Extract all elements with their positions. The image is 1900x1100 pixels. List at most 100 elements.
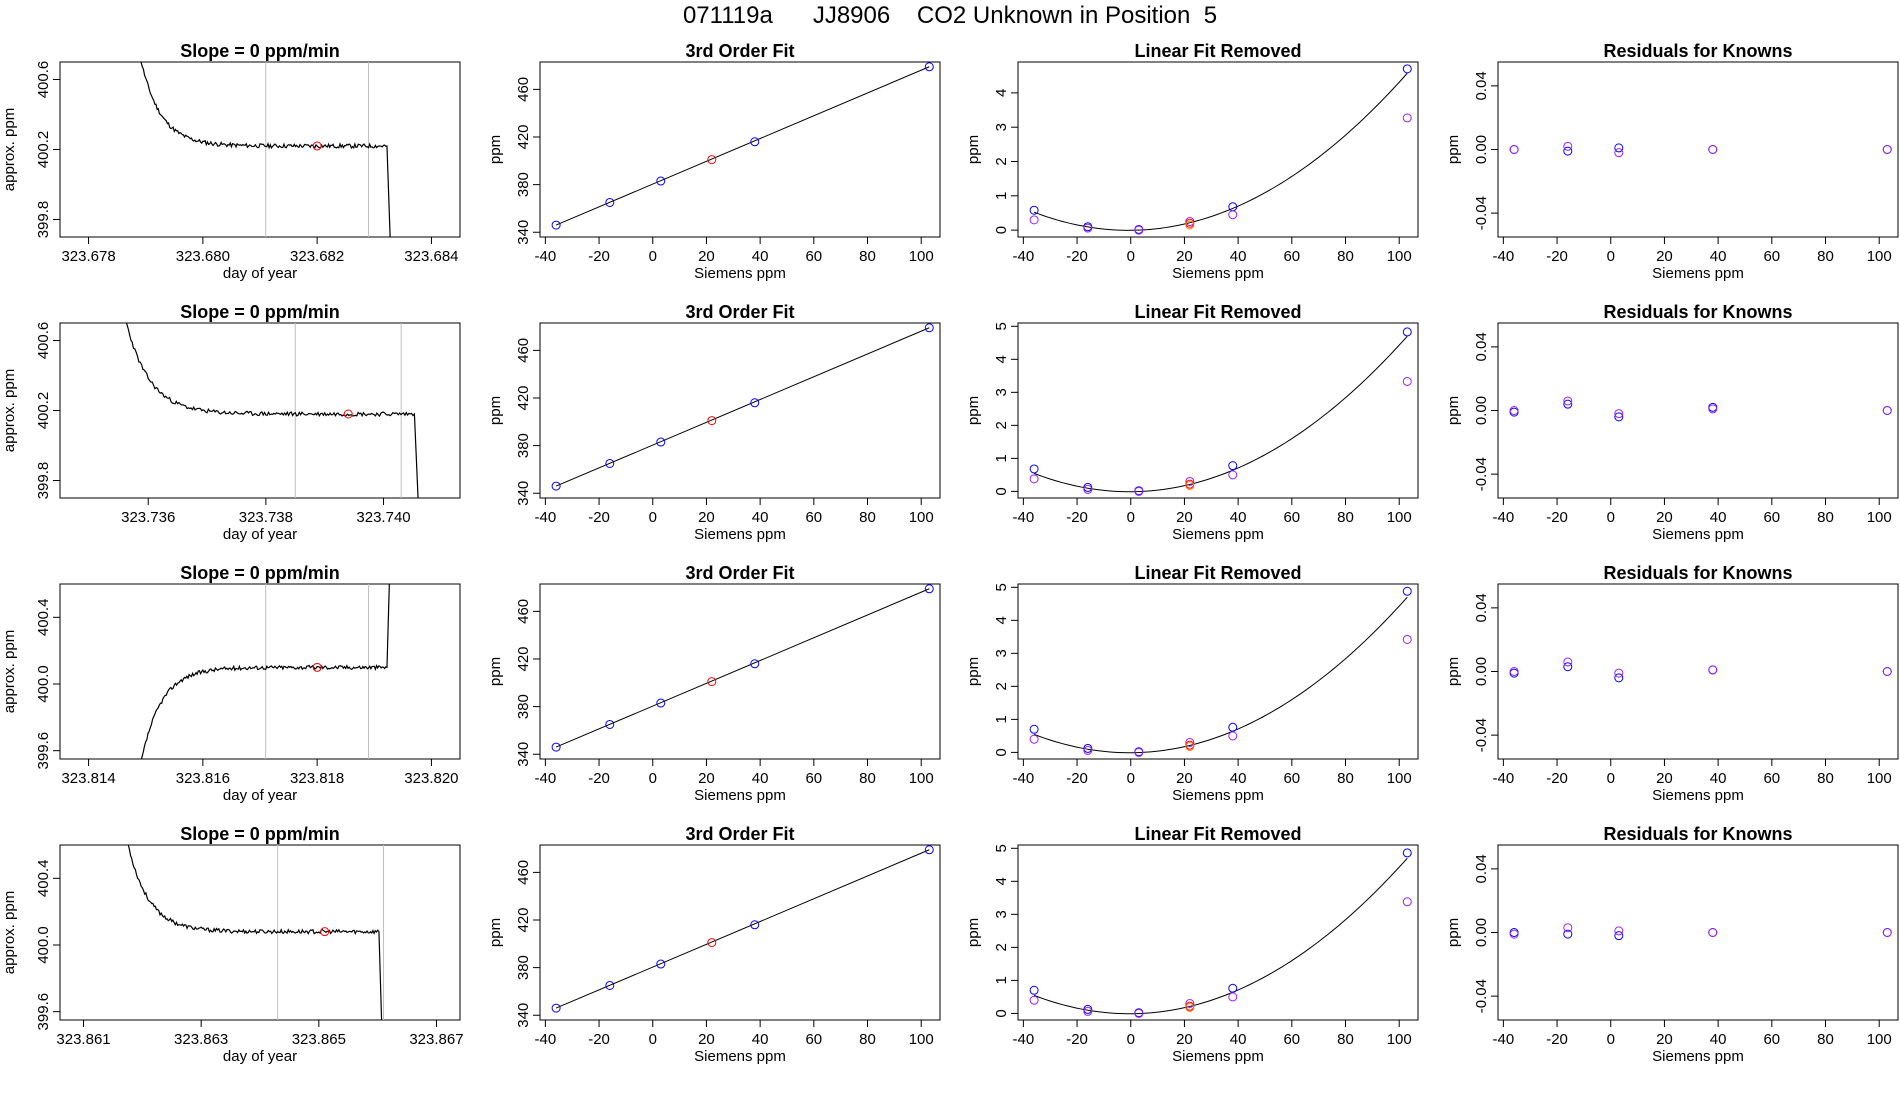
x-tick-label: 60 xyxy=(1283,248,1300,265)
plot-frame xyxy=(1497,583,1899,760)
x-tick-label: 80 xyxy=(859,509,876,526)
data-point xyxy=(1563,399,1573,409)
data-point xyxy=(656,176,666,186)
x-tick-label: 80 xyxy=(1337,248,1354,265)
data-point xyxy=(1228,461,1238,471)
x-tick-label: 100 xyxy=(909,1031,934,1048)
x-tick-label: 0 xyxy=(649,248,657,265)
x-tick-label: -20 xyxy=(588,1031,610,1048)
plot-area xyxy=(551,323,934,491)
x-tick-label: -20 xyxy=(1066,1031,1088,1048)
data-point xyxy=(656,959,666,969)
panel-3-4: Residuals for Knowns -40 -20 0 20 40 60 80 100 Si… xyxy=(1445,563,1899,804)
plot-frame xyxy=(59,583,461,760)
y-axis-label: approx. ppm xyxy=(1,108,18,191)
data-point xyxy=(1708,145,1718,154)
data-point xyxy=(1402,113,1412,123)
x-tick-label: 0 xyxy=(649,770,657,787)
data-point xyxy=(1134,225,1144,235)
y-tick-label: 340 xyxy=(515,481,532,506)
plot-area xyxy=(551,584,934,752)
data-point xyxy=(1882,406,1892,415)
x-axis-label: day of year xyxy=(223,787,297,804)
x-tick-label: 0 xyxy=(649,1031,657,1048)
data-point xyxy=(1402,376,1412,386)
y-tick-label: 400.4 xyxy=(35,860,52,898)
plot-frame xyxy=(1017,583,1419,760)
trace-line xyxy=(125,323,419,498)
x-axis-label: day of year xyxy=(223,265,297,282)
y-tick-label: 460 xyxy=(515,77,532,102)
y-tick-label: 2 xyxy=(993,943,1010,951)
data-point xyxy=(1509,929,1519,939)
plot-area xyxy=(1029,64,1412,235)
fit-line xyxy=(555,849,930,1009)
x-axis-label: Siemens ppm xyxy=(694,265,786,282)
x-tick-label: -20 xyxy=(1546,248,1568,265)
x-tick-label: -40 xyxy=(535,509,557,526)
y-tick-label: 340 xyxy=(515,742,532,767)
data-point xyxy=(1708,665,1718,675)
y-tick-label: 1 xyxy=(993,192,1010,200)
y-tick-label: 3 xyxy=(993,649,1010,657)
data-point xyxy=(750,398,760,408)
data-point xyxy=(707,416,717,426)
y-tick-label: 4 xyxy=(993,355,1010,363)
x-axis-label: Siemens ppm xyxy=(1172,1048,1264,1065)
plot-frame xyxy=(59,844,461,1021)
x-tick-label: -20 xyxy=(1546,1031,1568,1048)
x-tick-label: 40 xyxy=(752,1031,769,1048)
panel-title: Slope = 0 ppm/min xyxy=(180,563,340,583)
data-point xyxy=(1185,480,1195,490)
y-tick-label: 400.6 xyxy=(35,322,52,360)
y-tick-label: 3 xyxy=(993,910,1010,918)
x-tick-label: 100 xyxy=(909,770,934,787)
y-tick-label: 460 xyxy=(515,338,532,363)
x-tick-label: 40 xyxy=(1230,248,1247,265)
y-axis-label: ppm xyxy=(965,657,982,686)
x-tick-label: -40 xyxy=(1493,1031,1515,1048)
x-tick-label: 40 xyxy=(752,509,769,526)
data-point xyxy=(1614,143,1624,153)
data-point xyxy=(1402,327,1412,337)
y-tick-label: 399.6 xyxy=(35,993,52,1031)
data-point xyxy=(1882,145,1892,154)
plot-area xyxy=(1029,848,1412,1018)
x-tick-label: 0 xyxy=(1127,1031,1135,1048)
data-point xyxy=(656,437,666,447)
y-axis-label: ppm xyxy=(965,396,982,425)
data-point xyxy=(1402,897,1412,907)
y-axis-label: ppm xyxy=(965,135,982,164)
x-tick-label: 20 xyxy=(698,248,715,265)
data-point xyxy=(1083,745,1093,755)
x-tick-label: 323.867 xyxy=(409,1031,463,1048)
sample-point xyxy=(320,927,330,937)
x-tick-label: -40 xyxy=(1013,1031,1035,1048)
y-tick-label: 420 xyxy=(515,646,532,671)
panel-4-4: Residuals for Knowns -40 -20 0 20 40 60 80 100 Si… xyxy=(1445,824,1899,1065)
figure-title: 071119a JJ8906 CO2 Unknown in Position 5 xyxy=(682,2,1218,29)
y-tick-label: 0.04 xyxy=(1473,332,1490,361)
x-tick-label: 0 xyxy=(1607,1031,1615,1048)
data-point xyxy=(1509,667,1519,676)
fit-curve xyxy=(1033,335,1408,493)
y-tick-label: 400.2 xyxy=(35,392,52,430)
y-tick-label: 0 xyxy=(993,487,1010,495)
data-point xyxy=(707,155,717,165)
y-tick-label: 1 xyxy=(993,454,1010,462)
y-axis-label: ppm xyxy=(487,396,504,425)
x-tick-label: 60 xyxy=(805,509,822,526)
x-tick-label: 60 xyxy=(1763,1031,1780,1048)
x-tick-label: 80 xyxy=(859,770,876,787)
data-point xyxy=(1083,223,1093,233)
x-tick-label: 40 xyxy=(1710,770,1727,787)
x-tick-label: 40 xyxy=(1230,1031,1247,1048)
y-tick-label: 400.6 xyxy=(35,61,52,99)
x-tick-label: -40 xyxy=(535,1031,557,1048)
x-tick-label: 20 xyxy=(1176,248,1193,265)
sample-point xyxy=(343,409,353,419)
data-point xyxy=(1563,657,1573,667)
x-tick-label: 100 xyxy=(1867,248,1892,265)
x-tick-label: 60 xyxy=(1283,1031,1300,1048)
y-tick-label: 399.8 xyxy=(35,201,52,239)
